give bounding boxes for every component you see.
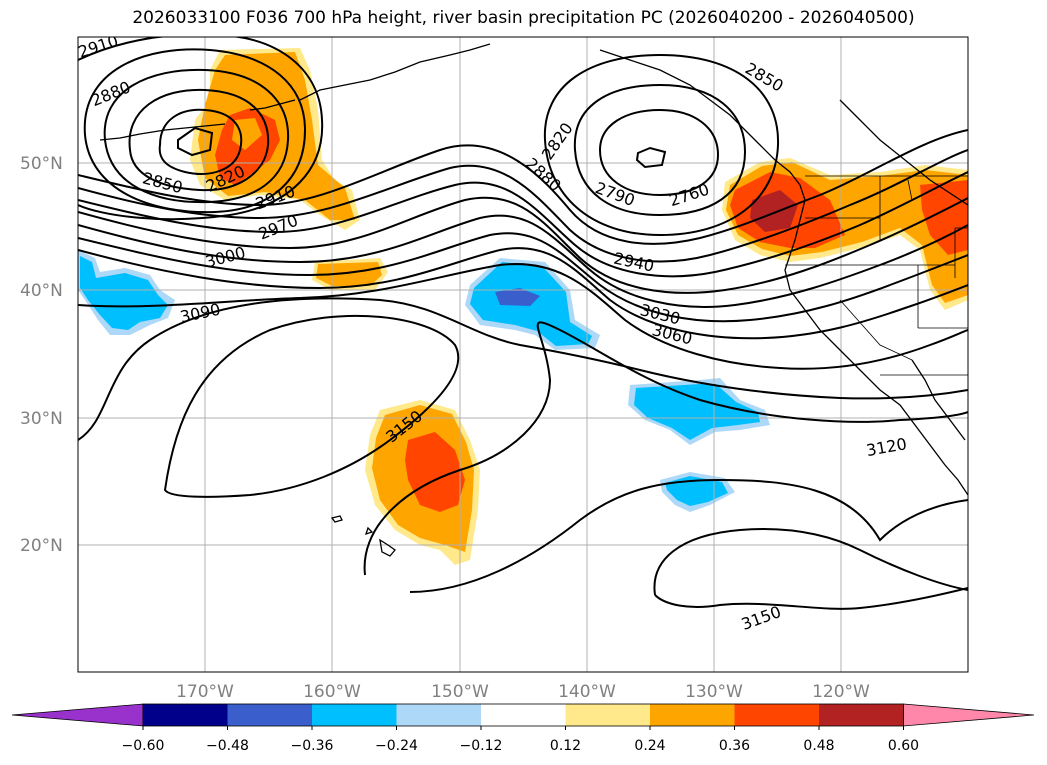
colorbar-tick-label: 0.24 [634,738,665,754]
colorbar-extend-low [11,703,144,727]
lon-label: 150°W [431,682,489,702]
longitude-labels: 170°W 160°W 150°W 140°W 130°W 120°W [176,682,870,702]
colorbar-extend-high [903,703,1035,727]
map-border [77,36,969,673]
colorbar-swatch [227,704,312,726]
colorbar-tick-label: 0.12 [550,738,581,754]
lat-label: 30°N [20,409,63,429]
colorbar-tick-label: −0.60 [122,738,165,754]
colorbar-border [142,703,904,727]
graticule [78,37,968,672]
colorbar-tick-label: −0.24 [375,738,418,754]
colorbar-swatch [734,704,819,726]
colorbar-swatch [396,704,481,726]
lon-label: 130°W [685,682,743,702]
colorbar-swatch [143,704,228,726]
lon-label: 170°W [176,682,234,702]
lon-label: 120°W [812,682,870,702]
colorbar-swatch [565,704,650,726]
lat-label: 40°N [20,281,63,301]
colorbar-tick-label: −0.48 [206,738,249,754]
lon-label: 140°W [558,682,616,702]
borders [785,175,968,376]
precip-positive-shading [190,48,968,565]
height-contours [78,37,968,610]
lon-label: 160°W [303,682,361,702]
colorbar-swatch [650,704,735,726]
map-title: 2026033100 F036 700 hPa height, river ba… [132,8,915,28]
colorbar-tick-label: 0.48 [803,738,834,754]
lat-label: 50°N [20,154,63,174]
precip-negative-shading [78,250,770,512]
coastlines [99,43,968,557]
colorbar-swatch [481,704,566,726]
colorbar-tick-label: 0.36 [719,738,750,754]
colorbar-tick-label: −0.12 [460,738,503,754]
colorbar-tick-label: 0.60 [888,738,919,754]
colorbar: −0.60 −0.48 −0.36 −0.24 −0.12 0.12 0.24 0.36 0.4… [11,703,1035,754]
lat-label: 20°N [20,536,63,556]
colorbar-tick-label: −0.36 [291,738,334,754]
colorbar-swatch [312,704,397,726]
latitude-labels: 50°N 40°N 30°N 20°N [20,154,63,556]
colorbar-swatch [819,704,904,726]
